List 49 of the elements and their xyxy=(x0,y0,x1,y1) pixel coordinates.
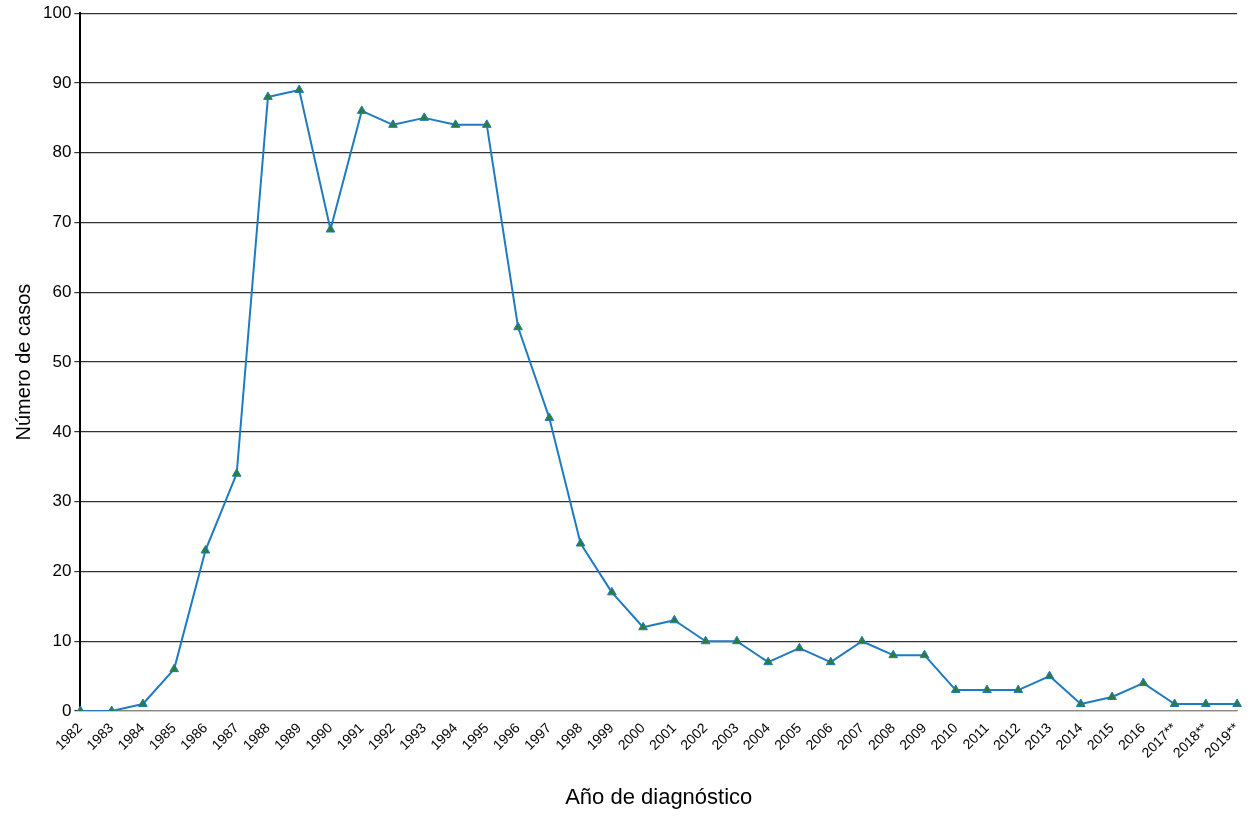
point xyxy=(982,684,992,694)
point xyxy=(1107,691,1117,701)
point xyxy=(325,224,336,233)
point xyxy=(919,649,930,659)
point xyxy=(200,545,211,554)
point xyxy=(857,635,867,645)
point xyxy=(544,412,555,421)
point xyxy=(419,112,430,121)
point xyxy=(732,635,742,645)
point xyxy=(450,119,461,128)
x-axis-title: Año de diagnóstico xyxy=(565,783,753,809)
y-tick-label: 20 xyxy=(52,561,72,581)
point xyxy=(138,698,148,708)
point xyxy=(794,642,805,652)
point xyxy=(575,538,586,547)
point xyxy=(513,321,523,331)
point xyxy=(763,656,773,666)
point xyxy=(888,649,899,659)
point xyxy=(481,119,492,128)
point xyxy=(231,468,242,477)
y-tick-label: 60 xyxy=(52,282,72,301)
y-tick-label: 100 xyxy=(42,2,72,22)
point xyxy=(950,684,961,694)
point xyxy=(169,663,179,673)
point xyxy=(1232,698,1242,708)
point xyxy=(607,586,617,596)
point xyxy=(825,656,836,666)
point xyxy=(1013,684,1024,694)
point xyxy=(1075,698,1086,708)
point xyxy=(294,84,305,93)
y-tick-label: 90 xyxy=(52,72,72,92)
point xyxy=(263,91,273,100)
y-tick-label: 0 xyxy=(61,700,72,720)
y-tick-label: 10 xyxy=(52,630,72,650)
y-tick-label: 50 xyxy=(52,351,72,371)
point xyxy=(356,105,367,114)
point xyxy=(388,119,398,128)
point xyxy=(638,621,648,631)
y-tick-label: 40 xyxy=(52,421,72,441)
point xyxy=(1169,698,1180,708)
y-tick-label: 30 xyxy=(52,491,72,511)
y-axis-title: Número de casos xyxy=(11,283,34,441)
point xyxy=(700,635,711,645)
y-tick-label: 70 xyxy=(52,212,72,232)
point xyxy=(1044,670,1055,680)
y-tick-label: 80 xyxy=(52,142,72,162)
point xyxy=(1138,677,1149,687)
point xyxy=(1201,698,1211,708)
point xyxy=(669,614,680,624)
